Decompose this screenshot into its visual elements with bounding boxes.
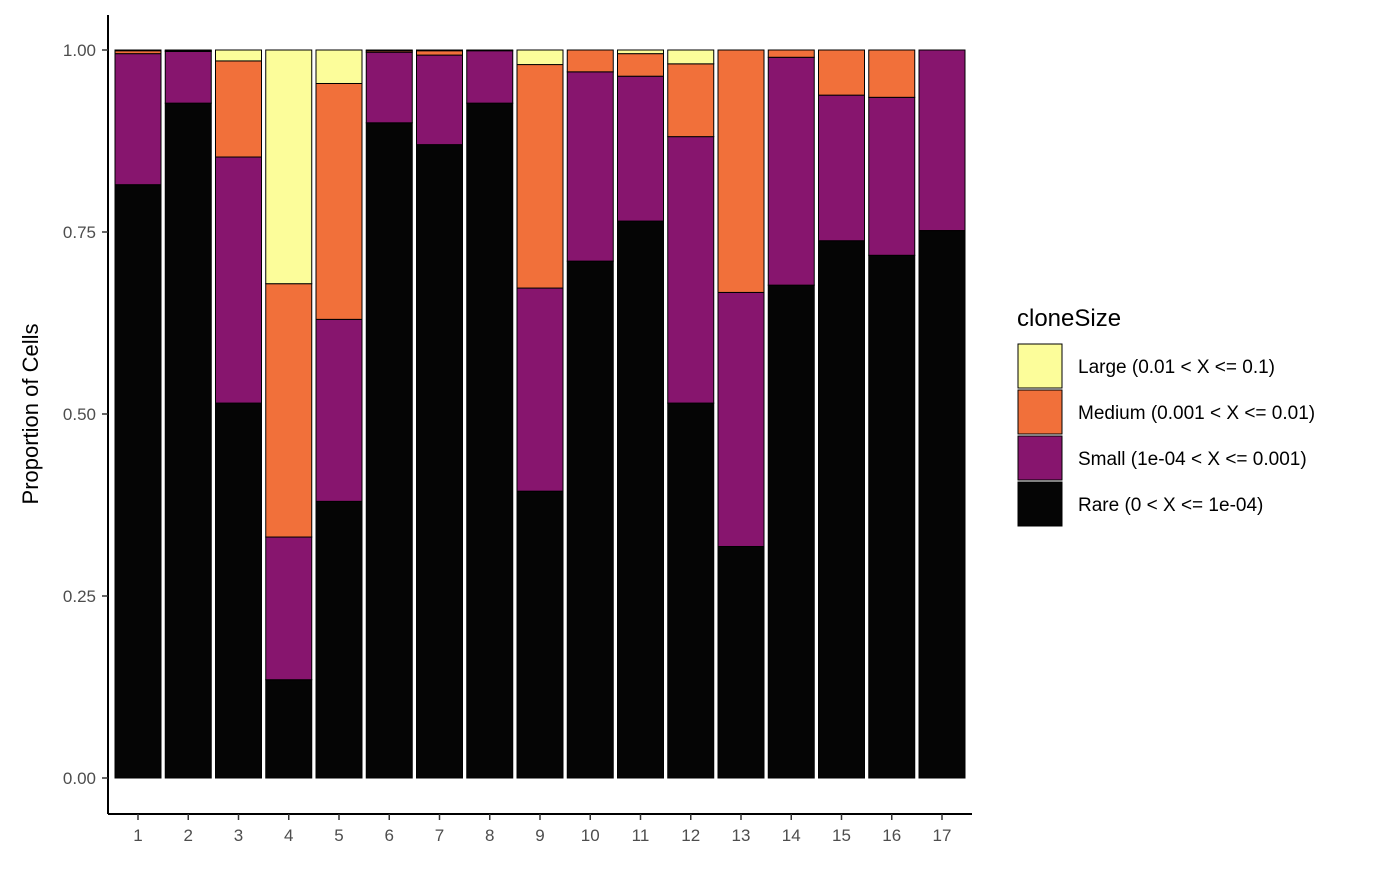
x-tick-label: 17: [933, 826, 952, 845]
bar-segment: [164, 50, 212, 104]
bar-segment: [767, 49, 815, 58]
bar-segment: [416, 54, 463, 146]
bar-segment: [416, 50, 463, 56]
bar-segment: [265, 283, 313, 538]
x-tick-label: 10: [581, 826, 600, 845]
legend-key: [1017, 481, 1063, 527]
bar-segment: [667, 49, 715, 65]
legend-key: [1017, 435, 1063, 481]
legend: cloneSize Large (0.01 < X <= 0.1) Medium (…: [1017, 305, 1315, 527]
legend-label: Large (0.01 < X <= 0.1): [1078, 357, 1275, 378]
bar-segment: [114, 184, 162, 779]
bar-segment: [315, 500, 363, 779]
x-tick-label: 12: [681, 826, 700, 845]
bar-segment: [114, 53, 162, 186]
bar-segment: [566, 71, 614, 262]
y-tick-label: 0.00: [63, 769, 96, 788]
bar-segment: [416, 49, 463, 52]
y-tick-label: 0.50: [63, 405, 96, 424]
bars-group: [114, 49, 966, 779]
y-tick-label: 1.00: [63, 41, 96, 60]
bar-segment: [466, 50, 514, 104]
x-tick-label: 2: [184, 826, 193, 845]
bar-segment: [265, 679, 313, 779]
bar-segment: [315, 82, 363, 320]
bar-segment: [617, 220, 664, 779]
x-tick-label: 8: [485, 826, 494, 845]
bar-segment: [717, 291, 765, 547]
bar-segment: [667, 136, 715, 404]
bar-segment: [416, 144, 463, 779]
bar-segment: [818, 49, 865, 96]
y-axis-title: Proportion of Cells: [18, 324, 43, 505]
bar-segment: [365, 51, 413, 124]
bar-segment: [215, 60, 262, 158]
bar-segment: [265, 49, 313, 285]
bar-segment: [315, 49, 363, 84]
bar-segment: [818, 94, 865, 242]
y-tick-label: 0.25: [63, 587, 96, 606]
bar-segment: [918, 49, 966, 232]
bar-segment: [566, 260, 614, 779]
bar-segment: [516, 490, 564, 779]
y-tick-label: 0.75: [63, 223, 96, 242]
legend-title: cloneSize: [1017, 305, 1121, 332]
x-tick-label: 4: [284, 826, 293, 845]
bar-segment: [365, 122, 413, 779]
bar-segment: [215, 49, 262, 62]
bar-segment: [868, 96, 916, 256]
bar-segment: [918, 230, 966, 779]
bar-segment: [164, 102, 212, 779]
x-tick-label: 13: [732, 826, 751, 845]
bar-segment: [667, 63, 715, 138]
bar-segment: [767, 284, 815, 779]
bar-segment: [114, 49, 162, 52]
legend-key: [1017, 389, 1063, 435]
bar-segment: [617, 53, 664, 77]
bar-segment: [365, 49, 413, 52]
bar-segment: [466, 102, 514, 779]
bar-segment: [265, 536, 313, 681]
x-tick-label: 6: [385, 826, 394, 845]
bar-segment: [617, 75, 664, 222]
x-tick-label: 1: [133, 826, 142, 845]
legend-key: [1017, 343, 1063, 389]
x-tick-label: 3: [234, 826, 243, 845]
bar-segment: [215, 156, 262, 404]
x-tick-label: 15: [832, 826, 851, 845]
bar-segment: [667, 402, 715, 779]
x-tick-label: 9: [535, 826, 544, 845]
bar-segment: [868, 49, 916, 98]
bar-segment: [516, 49, 564, 66]
bar-segment: [566, 49, 614, 73]
bar-segment: [767, 56, 815, 286]
bar-segment: [868, 254, 916, 779]
x-tick-label: 16: [882, 826, 901, 845]
bar-segment: [516, 64, 564, 289]
bar-segment: [215, 402, 262, 779]
bar-segment: [315, 318, 363, 502]
x-tick-label: 11: [632, 826, 650, 845]
bar-segment: [717, 49, 765, 293]
legend-label: Medium (0.001 < X <= 0.01): [1078, 403, 1315, 424]
legend-label: Rare (0 < X <= 1e-04): [1078, 495, 1263, 516]
x-tick-label: 14: [782, 826, 801, 845]
bar-segment: [164, 49, 212, 52]
x-tick-label: 5: [334, 826, 343, 845]
x-tick-label: 7: [435, 826, 444, 845]
bar-segment: [818, 240, 865, 779]
bar-segment: [466, 49, 514, 52]
bar-segment: [516, 287, 564, 492]
bar-segment: [617, 49, 664, 55]
legend-label: Small (1e-04 < X <= 0.001): [1078, 449, 1307, 470]
bar-segment: [717, 545, 765, 779]
